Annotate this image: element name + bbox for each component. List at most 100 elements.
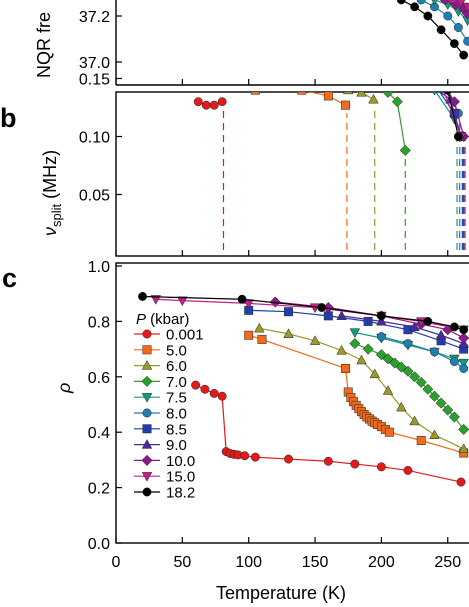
panel-b-ytick-label: 0.15: [79, 72, 110, 89]
panel-c-data-point: [323, 456, 333, 466]
panel-c-data-point: [415, 376, 427, 388]
legend-label: 0.001: [166, 327, 204, 344]
panel-b-ylabel-unit: (MHz): [40, 150, 60, 204]
legend-label: 5.0: [166, 342, 187, 359]
panel-c-xtick-label: 100: [235, 554, 262, 571]
panel-c-data-point: [283, 328, 294, 338]
panel-c-data-point: [458, 423, 469, 435]
panel-a-ylabel: NQR fre: [34, 12, 54, 78]
panel-c-data-point: [449, 322, 459, 332]
panel-c-data-point: [435, 329, 447, 340]
panel-c-data-point: [363, 316, 373, 326]
panel-a: NQR fre 37.0 37.2: [34, 0, 469, 86]
panel-c-data-point: [409, 415, 420, 426]
panel-b-data-point: [417, 72, 425, 80]
panel-c-data-point: [423, 316, 433, 326]
legend-marker: [141, 472, 153, 482]
panel-c-data-point: [458, 358, 469, 369]
panel-c-data-point: [191, 380, 201, 390]
panel-b-data-point: [370, 75, 380, 84]
panel-b-data-point: [297, 67, 307, 76]
legend-marker: [142, 329, 152, 339]
panel-b-data-point: [209, 100, 219, 110]
panel-c-ytick-label: 0.6: [88, 370, 110, 387]
panel-a-data-point: [396, 0, 406, 5]
legend-label: 8.0: [166, 406, 187, 423]
panel-b-data-point: [171, 72, 181, 81]
panel-c-ylabel: ρ: [54, 383, 74, 394]
panel-a-data-point: [449, 39, 459, 49]
panel-b-data-point: [217, 97, 227, 107]
panel-c-data-point: [382, 385, 394, 395]
panel-b-series-line: [447, 92, 459, 137]
x-axis-label: Temperature (K): [216, 583, 346, 603]
panel-c-data-point: [350, 459, 360, 469]
panel-b-data-point: [323, 92, 333, 101]
panel-b-data-point: [337, 72, 347, 81]
panel-c-data-point: [458, 443, 469, 453]
panel-c-frame: [115, 262, 469, 544]
legend-label: 7.0: [166, 374, 187, 391]
panel-c-data-point: [309, 335, 321, 345]
panel-c-data-point: [244, 330, 254, 340]
panel-b-data-point: [424, 77, 432, 85]
legend-marker: [141, 454, 153, 466]
panel-c-series-line: [195, 384, 462, 483]
legend-label: 15.0: [166, 469, 195, 486]
panel-c-data-point: [349, 338, 361, 350]
panel-b-series-line: [307, 92, 346, 106]
panel-b-data-point: [151, 72, 161, 81]
legend-label: 18.2: [166, 485, 195, 502]
panel-c-data-point: [362, 343, 374, 355]
legend-label: 9.0: [166, 437, 187, 454]
panel-c-data-point: [336, 344, 347, 355]
panel-c-ytick-label: 0.2: [88, 481, 110, 498]
legend-title-symbol: P: [136, 311, 146, 328]
legend-marker: [142, 408, 152, 418]
panel-b-ytick-label: 0.10: [79, 130, 110, 147]
panel-a-data-point: [443, 11, 453, 21]
panel-a-data-point: [447, 0, 454, 6]
panel-c-data-point: [177, 296, 188, 307]
legend: P (kbar) 0.0015.06.07.07.58.08.59.010.01…: [134, 311, 204, 502]
panel-c-data-point: [376, 462, 386, 472]
legend-label: 8.5: [166, 421, 187, 438]
panel-b-ylabel-nu: ν: [40, 227, 60, 236]
panel-c-data-point: [376, 332, 386, 342]
panel-b-ylabel-sub: split: [49, 203, 64, 227]
panel-c-data-point: [375, 349, 387, 361]
legend-marker: [141, 439, 153, 449]
panel-c-data-point: [459, 325, 469, 335]
panel-c-ytick-label: 1.0: [88, 259, 110, 276]
panel-b-series-line: [435, 92, 455, 120]
panel-c-xtick-label: 200: [368, 554, 395, 571]
panel-b-series-line: [384, 92, 406, 151]
panel-c-data-point: [422, 383, 434, 395]
legend-marker: [142, 487, 152, 497]
panel-c-data-point: [349, 328, 361, 339]
legend-marker: [142, 424, 152, 434]
panel-b-data-point: [390, 72, 398, 80]
panel-b-data-point: [284, 79, 294, 88]
panel-c-data-point: [435, 397, 447, 409]
panel-c-data-point: [150, 295, 162, 305]
panel-c-data-point: [384, 427, 394, 437]
panel-b-data-point: [193, 97, 203, 107]
panel-c-data-point: [409, 321, 420, 331]
panel-c-data-point: [284, 307, 293, 317]
panel-b-data-point: [337, 69, 345, 77]
panel-c-data-point: [403, 465, 413, 475]
panel-c-xtick-label: 0: [112, 554, 121, 571]
panel-b-series-line: [439, 92, 462, 137]
panel-b-data-point: [343, 92, 354, 95]
legend-marker: [142, 345, 152, 355]
panel-c-data-point: [336, 310, 347, 320]
panel-b-data-point: [367, 92, 369, 93]
legend-label: 7.5: [166, 390, 187, 407]
panel-b-data-point: [297, 65, 307, 74]
panel-b-data-point: [250, 92, 260, 95]
panel-b-data-point: [225, 69, 233, 77]
panel-c-data-point: [402, 365, 414, 377]
panel-c-data-point: [356, 354, 367, 365]
panel-a-data-point: [416, 0, 426, 5]
